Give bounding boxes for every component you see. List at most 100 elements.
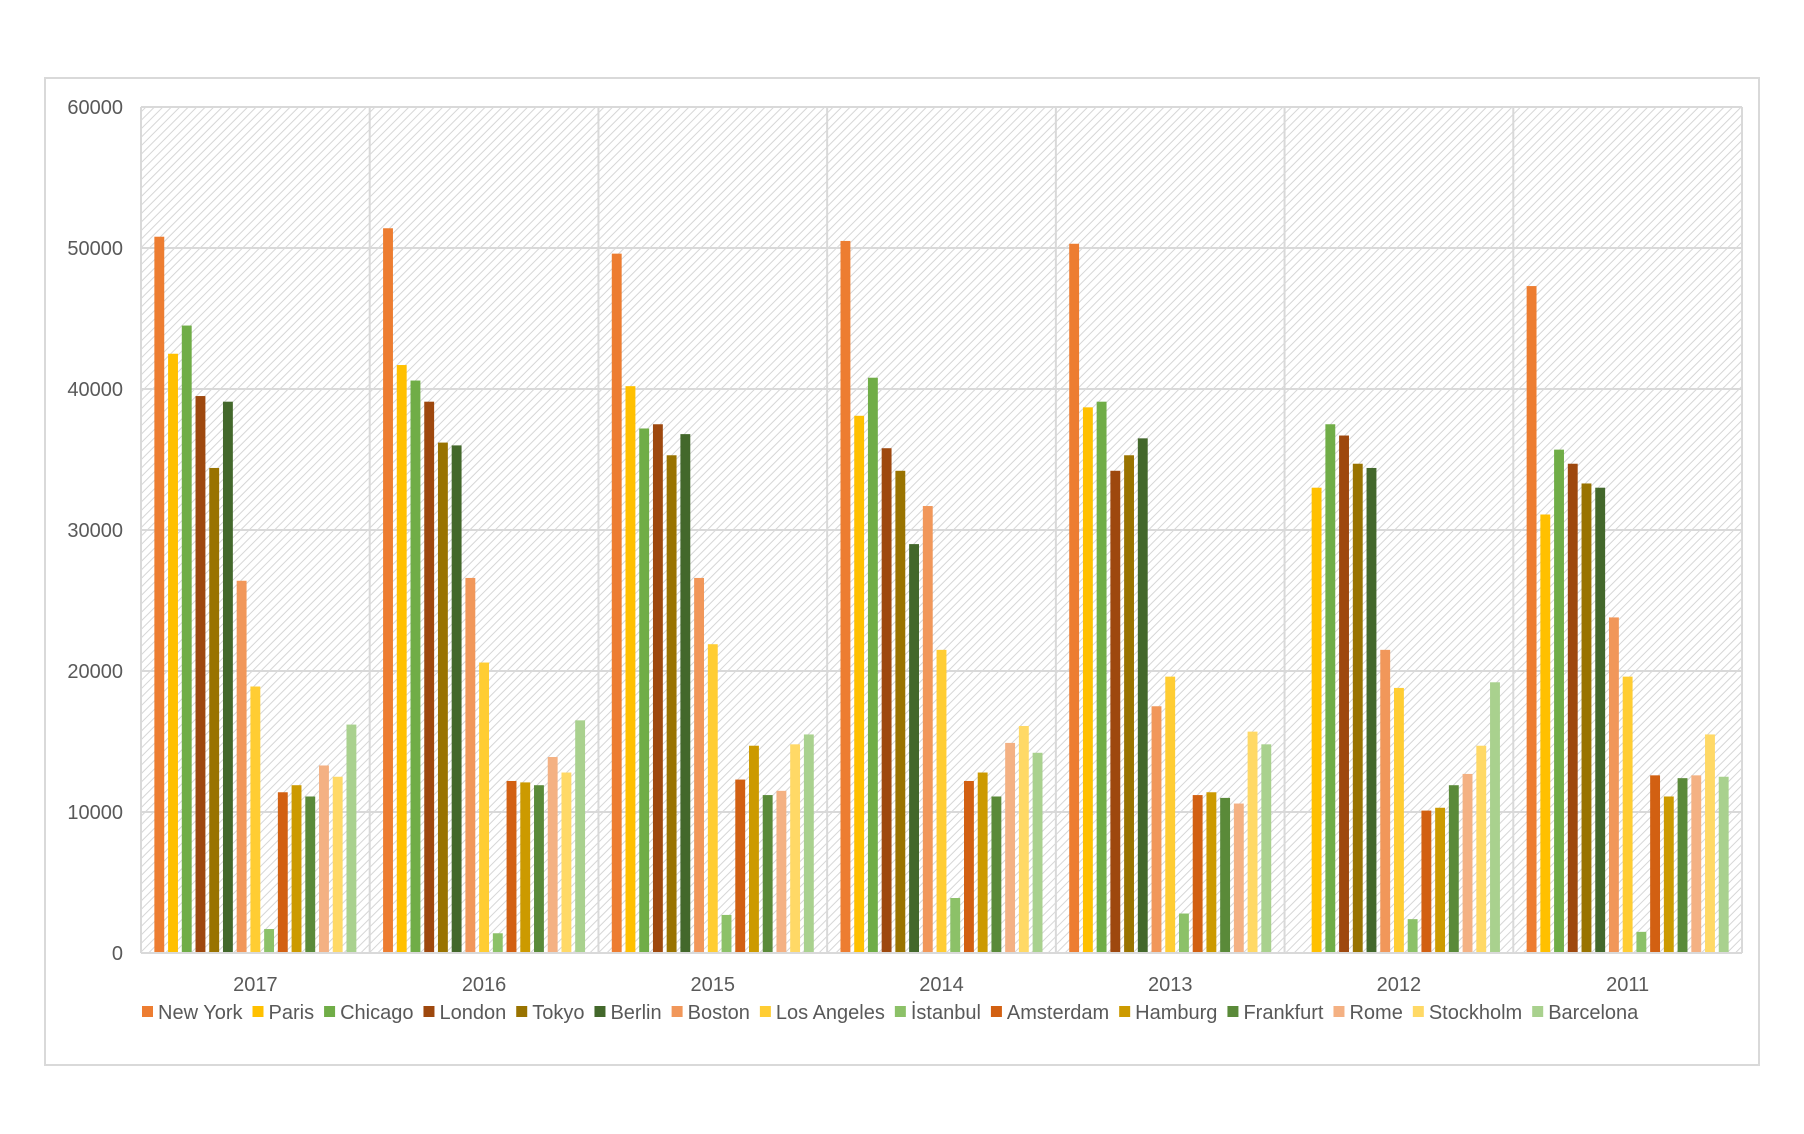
legend-swatch — [1412, 1006, 1424, 1017]
bar — [1462, 773, 1473, 953]
legend-label: Hamburg — [1135, 1002, 1217, 1024]
legend-label: Stockholm — [1429, 1002, 1522, 1024]
bar — [1421, 810, 1432, 953]
y-tick-label: 10000 — [67, 802, 123, 824]
bar — [506, 780, 517, 953]
bar — [922, 506, 933, 953]
bar — [909, 544, 919, 953]
bar — [977, 772, 988, 953]
bar — [346, 724, 357, 953]
bar — [250, 686, 261, 953]
bar — [1261, 744, 1272, 953]
bar — [1220, 797, 1231, 953]
bar — [1540, 514, 1551, 953]
bar — [396, 365, 407, 953]
bar — [1069, 243, 1080, 953]
bar — [881, 448, 892, 953]
legend-swatch — [1532, 1006, 1544, 1017]
bar — [410, 380, 421, 953]
bar — [625, 386, 636, 953]
bar — [1233, 803, 1244, 953]
y-tick-label: 20000 — [67, 661, 123, 683]
bar — [1192, 795, 1203, 953]
legend-swatch — [324, 1006, 336, 1017]
bar — [1005, 742, 1016, 953]
bar — [1677, 778, 1688, 953]
legend-label: New York — [158, 1002, 243, 1024]
bar — [575, 720, 586, 953]
bar — [991, 796, 1002, 953]
bar — [264, 929, 275, 953]
legend-swatch — [423, 1006, 435, 1017]
bar — [1636, 931, 1647, 953]
bar — [305, 796, 316, 953]
legend-label: London — [439, 1002, 506, 1024]
x-tick-label: 2011 — [1606, 974, 1649, 996]
legend-label: Frankfurt — [1243, 1002, 1323, 1024]
legend-swatch — [1227, 1006, 1239, 1017]
bar — [319, 765, 329, 953]
bar — [168, 353, 178, 953]
bar — [1705, 734, 1715, 953]
bar — [195, 396, 206, 953]
bar — [611, 253, 622, 953]
bar — [1554, 449, 1564, 953]
bar — [762, 795, 773, 953]
bar — [1366, 467, 1377, 953]
legend: New York Paris Chicago London Tokyo Berlin Bos… — [142, 1001, 1639, 1024]
bar — [735, 779, 746, 953]
bar — [652, 424, 663, 953]
bar — [424, 401, 435, 953]
bar-chart: 0 10000 20000 30000 40000 50000 60000 2017 2016 2… — [67, 97, 1743, 1024]
legend-swatch — [516, 1006, 528, 1017]
bar — [277, 792, 288, 953]
bar — [479, 662, 490, 953]
chart-frame: 0 10000 20000 30000 40000 50000 60000 2017 2016 2… — [44, 77, 1760, 1066]
bar — [1110, 470, 1121, 953]
bar — [1380, 649, 1391, 953]
legend-label: Rome — [1349, 1002, 1402, 1024]
bar — [1352, 463, 1363, 953]
bars — [154, 228, 1729, 954]
x-tick-label: 2012 — [1377, 974, 1422, 996]
bar — [1490, 682, 1500, 953]
bar — [694, 577, 705, 953]
y-tick-label: 40000 — [67, 379, 123, 401]
bar — [1311, 487, 1322, 953]
bar — [1206, 792, 1217, 953]
bar — [209, 467, 220, 953]
bar — [666, 455, 677, 953]
y-tick-label: 50000 — [67, 238, 123, 260]
bar — [749, 745, 759, 953]
bar — [803, 734, 814, 953]
bar — [561, 772, 572, 953]
bar — [181, 325, 192, 953]
bar — [1650, 775, 1661, 953]
bar — [895, 470, 906, 953]
bar — [1325, 424, 1336, 953]
bar — [1526, 286, 1537, 953]
bar — [867, 377, 878, 954]
bar — [383, 228, 393, 953]
bar — [680, 434, 691, 953]
bar — [1476, 745, 1487, 953]
bar — [776, 790, 787, 953]
bar — [534, 785, 544, 953]
x-tick-label: 2017 — [233, 974, 278, 996]
bar — [291, 785, 302, 953]
bar — [964, 780, 974, 953]
bar — [1663, 796, 1674, 953]
y-tick-label: 30000 — [67, 520, 123, 542]
legend-swatch — [252, 1006, 264, 1017]
x-tick-label: 2016 — [462, 974, 507, 996]
legend-swatch — [1119, 1006, 1131, 1017]
bar — [1247, 731, 1258, 953]
bar — [154, 236, 165, 954]
bar — [1718, 776, 1729, 953]
bar — [520, 782, 531, 953]
bar — [1124, 455, 1134, 953]
bar — [1018, 725, 1029, 953]
x-tick-label: 2013 — [1148, 974, 1193, 996]
bar — [1435, 807, 1446, 953]
bar — [1407, 919, 1418, 953]
